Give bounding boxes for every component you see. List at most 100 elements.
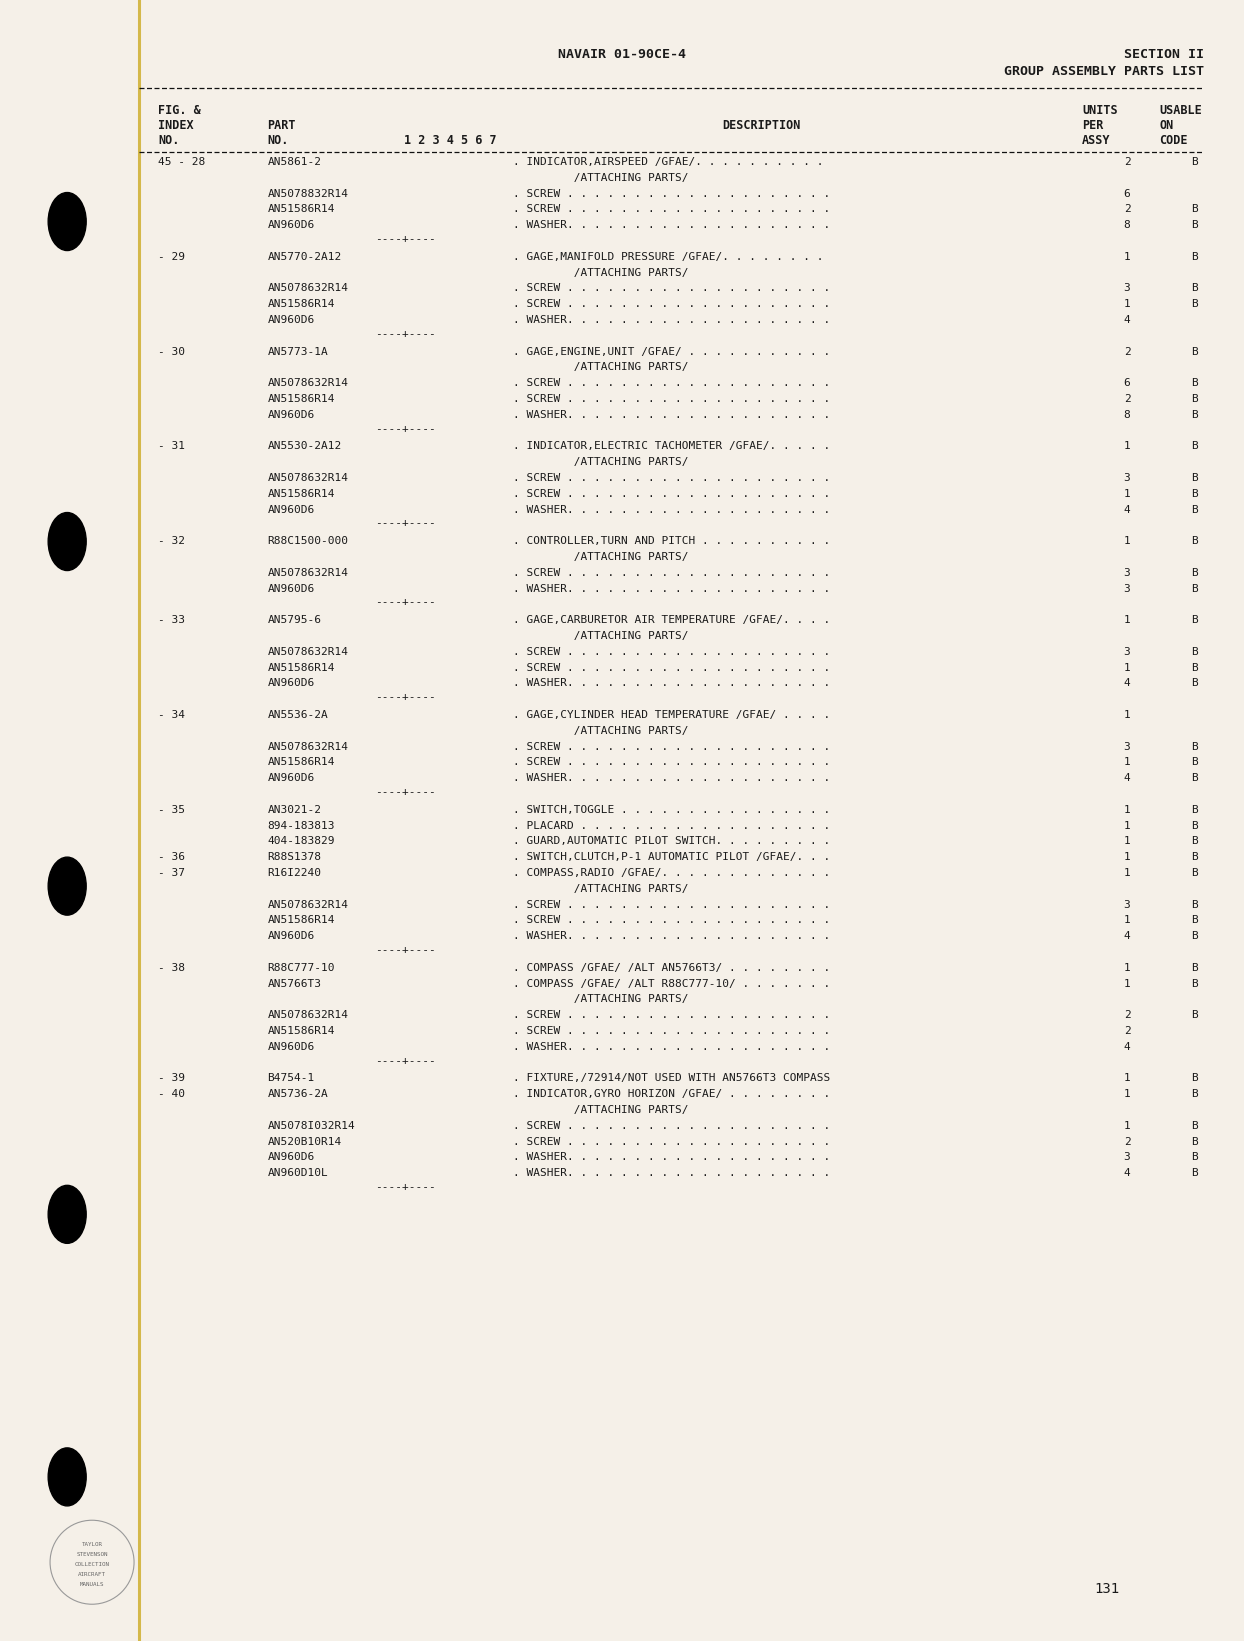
Text: B: B (1191, 1168, 1198, 1178)
Text: AN5078632R14: AN5078632R14 (267, 647, 348, 656)
Text: . INDICATOR,ELECTRIC TACHOMETER /GFAE/. . . . .: . INDICATOR,ELECTRIC TACHOMETER /GFAE/. … (513, 441, 830, 451)
Text: 1: 1 (1123, 251, 1131, 263)
Ellipse shape (49, 1185, 86, 1244)
Text: ASSY: ASSY (1082, 135, 1111, 148)
Text: . COMPASS,RADIO /GFAE/. . . . . . . . . . . . .: . COMPASS,RADIO /GFAE/. . . . . . . . . … (513, 868, 830, 878)
Text: 2: 2 (1123, 1011, 1131, 1021)
Text: B: B (1191, 410, 1198, 420)
Text: - 40: - 40 (158, 1090, 185, 1099)
Text: AN5530-2A12: AN5530-2A12 (267, 441, 342, 451)
Text: B: B (1191, 615, 1198, 625)
Text: 4: 4 (1123, 1168, 1131, 1178)
Text: AN5078632R14: AN5078632R14 (267, 1011, 348, 1021)
Text: . WASHER. . . . . . . . . . . . . . . . . . . .: . WASHER. . . . . . . . . . . . . . . . … (513, 410, 830, 420)
Text: INDEX: INDEX (158, 120, 194, 131)
Text: . SWITCH,CLUTCH,P-1 AUTOMATIC PILOT /GFAE/. . .: . SWITCH,CLUTCH,P-1 AUTOMATIC PILOT /GFA… (513, 852, 830, 862)
Text: SECTION II: SECTION II (1125, 48, 1204, 61)
Text: /ATTACHING PARTS/: /ATTACHING PARTS/ (513, 725, 688, 735)
Text: 2: 2 (1123, 1137, 1131, 1147)
Text: AN51586R14: AN51586R14 (267, 489, 335, 499)
Text: . GAGE,CARBURETOR AIR TEMPERATURE /GFAE/. . . .: . GAGE,CARBURETOR AIR TEMPERATURE /GFAE/… (513, 615, 830, 625)
Text: . WASHER. . . . . . . . . . . . . . . . . . . .: . WASHER. . . . . . . . . . . . . . . . … (513, 678, 830, 689)
Text: B: B (1191, 773, 1198, 783)
Text: . SCREW . . . . . . . . . . . . . . . . . . . .: . SCREW . . . . . . . . . . . . . . . . … (513, 1121, 830, 1131)
Text: B: B (1191, 220, 1198, 230)
Text: AN51586R14: AN51586R14 (267, 205, 335, 215)
Text: 404-183829: 404-183829 (267, 837, 335, 847)
Text: - 38: - 38 (158, 963, 185, 973)
Text: AN51586R14: AN51586R14 (267, 299, 335, 309)
Text: AN960D6: AN960D6 (267, 773, 315, 783)
Text: . SCREW . . . . . . . . . . . . . . . . . . . .: . SCREW . . . . . . . . . . . . . . . . … (513, 284, 830, 294)
Text: ----+----: ----+---- (376, 1055, 435, 1065)
Text: - 39: - 39 (158, 1073, 185, 1083)
Text: 3: 3 (1123, 473, 1131, 482)
Text: . SCREW . . . . . . . . . . . . . . . . . . . .: . SCREW . . . . . . . . . . . . . . . . … (513, 377, 830, 389)
Text: R88C777-10: R88C777-10 (267, 963, 335, 973)
Text: AN51586R14: AN51586R14 (267, 394, 335, 404)
Text: B: B (1191, 837, 1198, 847)
Text: . WASHER. . . . . . . . . . . . . . . . . . . .: . WASHER. . . . . . . . . . . . . . . . … (513, 584, 830, 594)
Text: . INDICATOR,GYRO HORIZON /GFAE/ . . . . . . . .: . INDICATOR,GYRO HORIZON /GFAE/ . . . . … (513, 1090, 830, 1099)
Text: AN960D6: AN960D6 (267, 410, 315, 420)
Text: /ATTACHING PARTS/: /ATTACHING PARTS/ (513, 363, 688, 373)
Text: - 33: - 33 (158, 615, 185, 625)
Text: . SCREW . . . . . . . . . . . . . . . . . . . .: . SCREW . . . . . . . . . . . . . . . . … (513, 1137, 830, 1147)
Text: 4: 4 (1123, 930, 1131, 942)
Text: /ATTACHING PARTS/: /ATTACHING PARTS/ (513, 884, 688, 894)
Text: B: B (1191, 678, 1198, 689)
Text: ----+----: ----+---- (376, 519, 435, 528)
Text: AN5736-2A: AN5736-2A (267, 1090, 328, 1099)
Text: B: B (1191, 584, 1198, 594)
Text: - 36: - 36 (158, 852, 185, 862)
Text: B: B (1191, 742, 1198, 752)
Text: - 32: - 32 (158, 537, 185, 546)
Text: AN5078632R14: AN5078632R14 (267, 473, 348, 482)
Text: 894-183813: 894-183813 (267, 820, 335, 830)
Text: ----+----: ----+---- (376, 235, 435, 245)
Text: 4: 4 (1123, 1042, 1131, 1052)
Text: AN5078632R14: AN5078632R14 (267, 568, 348, 578)
Text: 3: 3 (1123, 1152, 1131, 1162)
Text: . SCREW . . . . . . . . . . . . . . . . . . . .: . SCREW . . . . . . . . . . . . . . . . … (513, 189, 830, 199)
Text: R16I2240: R16I2240 (267, 868, 321, 878)
Text: B: B (1191, 852, 1198, 862)
Text: AN5536-2A: AN5536-2A (267, 711, 328, 720)
Text: 1: 1 (1123, 1121, 1131, 1131)
Text: 131: 131 (1095, 1582, 1120, 1597)
Text: 1: 1 (1123, 868, 1131, 878)
Text: . WASHER. . . . . . . . . . . . . . . . . . . .: . WASHER. . . . . . . . . . . . . . . . … (513, 1168, 830, 1178)
Text: COLLECTION: COLLECTION (75, 1562, 109, 1567)
Text: B: B (1191, 1090, 1198, 1099)
Text: . PLACARD . . . . . . . . . . . . . . . . . . .: . PLACARD . . . . . . . . . . . . . . . … (513, 820, 830, 830)
Text: . WASHER. . . . . . . . . . . . . . . . . . . .: . WASHER. . . . . . . . . . . . . . . . … (513, 220, 830, 230)
Text: ----+----: ----+---- (376, 693, 435, 702)
Text: R88C1500-000: R88C1500-000 (267, 537, 348, 546)
Text: . SCREW . . . . . . . . . . . . . . . . . . . .: . SCREW . . . . . . . . . . . . . . . . … (513, 568, 830, 578)
Text: 4: 4 (1123, 773, 1131, 783)
Text: 3: 3 (1123, 584, 1131, 594)
Text: 1: 1 (1123, 804, 1131, 816)
Text: B: B (1191, 1152, 1198, 1162)
Text: B: B (1191, 1011, 1198, 1021)
Text: AN5078632R14: AN5078632R14 (267, 742, 348, 752)
Text: AN5078632R14: AN5078632R14 (267, 284, 348, 294)
Text: AN960D6: AN960D6 (267, 930, 315, 942)
Text: AN51586R14: AN51586R14 (267, 1026, 335, 1035)
Text: . GUARD,AUTOMATIC PILOT SWITCH. . . . . . . . .: . GUARD,AUTOMATIC PILOT SWITCH. . . . . … (513, 837, 830, 847)
Text: . SCREW . . . . . . . . . . . . . . . . . . . .: . SCREW . . . . . . . . . . . . . . . . … (513, 663, 830, 673)
Text: - 35: - 35 (158, 804, 185, 816)
Text: . SCREW . . . . . . . . . . . . . . . . . . . .: . SCREW . . . . . . . . . . . . . . . . … (513, 899, 830, 909)
Text: - 34: - 34 (158, 711, 185, 720)
Text: 3: 3 (1123, 899, 1131, 909)
Text: B: B (1191, 504, 1198, 515)
Text: STEVENSON: STEVENSON (76, 1552, 108, 1557)
Text: 3: 3 (1123, 647, 1131, 656)
Text: . WASHER. . . . . . . . . . . . . . . . . . . .: . WASHER. . . . . . . . . . . . . . . . … (513, 315, 830, 325)
Text: AN5773-1A: AN5773-1A (267, 346, 328, 356)
Text: B: B (1191, 804, 1198, 816)
Text: . SCREW . . . . . . . . . . . . . . . . . . . .: . SCREW . . . . . . . . . . . . . . . . … (513, 205, 830, 215)
Text: B: B (1191, 284, 1198, 294)
Text: 1: 1 (1123, 711, 1131, 720)
Text: - 30: - 30 (158, 346, 185, 356)
